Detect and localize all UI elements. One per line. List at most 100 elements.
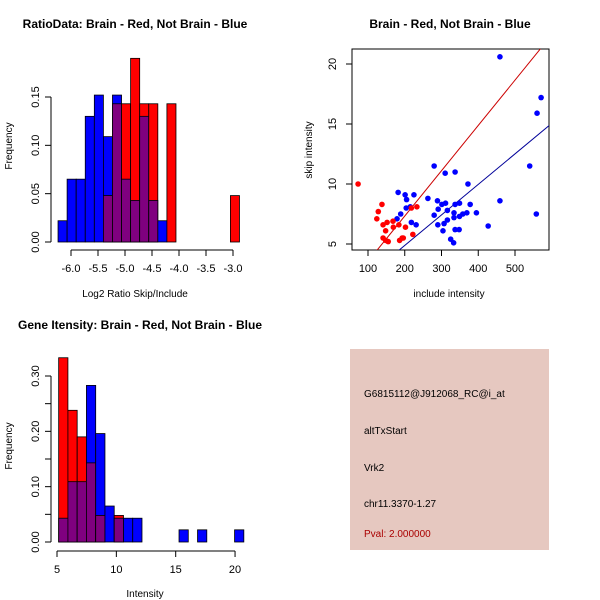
scatter-y-tick-label: 20 (327, 58, 339, 70)
ratio-histogram: RatioData: Brain - Red, Not Brain - Blue… (4, 17, 248, 300)
ratio-bar-blue (157, 220, 168, 243)
scatter-point-blue (403, 196, 410, 203)
gene-bar-blue (234, 529, 245, 543)
scatter-title: Brain - Red, Not Brain - Blue (369, 17, 531, 31)
scatter-y-tick-label: 10 (327, 178, 339, 190)
gene-x-tick-label: 10 (110, 564, 122, 576)
ratio-y-tick-label: 0.00 (30, 231, 42, 252)
gene-x-tick-label: 20 (229, 564, 241, 576)
scatter-point-red (375, 208, 382, 215)
ratio-x-tick-label: -5.5 (89, 263, 108, 275)
scatter-point-red (402, 224, 409, 230)
scatter-point-blue (538, 94, 544, 101)
scatter-point-blue (435, 222, 441, 228)
ratio-y-tick-label: 0.05 (30, 183, 42, 204)
scatter-point-red (374, 216, 380, 222)
scatter-point-blue (451, 210, 457, 216)
scatter-y-tick-label: 5 (327, 241, 339, 247)
ratio-bar-overlap (112, 103, 122, 243)
probe-id: G6815112@J912068_RC@i_at (364, 389, 505, 400)
gene-x-tick-label: 5 (54, 564, 60, 576)
event-type: altTxStart (364, 426, 407, 437)
scatter-x-tick-label: 500 (506, 263, 524, 275)
scatter-point-blue (452, 169, 458, 175)
scatter-point-blue (402, 192, 408, 198)
scatter-point-blue (442, 170, 448, 176)
scatter-point-red (390, 218, 396, 224)
gene-bar-red (58, 357, 69, 543)
scatter-point-red (414, 204, 420, 210)
gene-bar-overlap (67, 481, 78, 543)
ratio-bar-overlap (139, 115, 150, 243)
scatter-point-blue (497, 198, 503, 204)
ratio-x-tick-label: -3.0 (224, 263, 243, 275)
gene-histogram-ylabel: Frequency (4, 422, 15, 469)
scatter-point-blue (440, 228, 446, 234)
gene-y-tick-label: 0.30 (30, 365, 42, 386)
scatter-point-blue (534, 110, 540, 116)
ratio-x-tick-label: -4.0 (170, 263, 189, 275)
ratio-bar-blue (66, 178, 77, 243)
scatter-point-red (384, 219, 390, 226)
ratio-x-tick-label: -6.0 (62, 263, 81, 275)
gene-bar-blue (123, 517, 134, 543)
scatter-point-red (380, 222, 386, 228)
ratio-histogram-xlabel: Log2 Ratio Skip/Include (82, 289, 188, 300)
scatter-point-blue (450, 240, 457, 246)
gene-y-tick-label: 0.00 (30, 531, 42, 552)
scatter-point-red (390, 224, 397, 230)
scatter-x-tick-label: 100 (359, 263, 377, 275)
gene-bar-overlap (86, 462, 97, 543)
scatter-point-blue (431, 163, 437, 169)
scatter-point-blue (465, 181, 471, 187)
ratio-histogram-ylabel: Frequency (4, 122, 15, 169)
scatter-point-blue (464, 210, 470, 216)
scatter-point-blue (441, 220, 447, 227)
gene-bar-blue (132, 517, 143, 543)
scatter-point-blue (435, 206, 441, 212)
ratio-histogram-title: RatioData: Brain - Red, Not Brain - Blue (23, 17, 248, 31)
scatter-point-blue (411, 192, 417, 198)
scatter-point-blue (431, 212, 437, 218)
ratio-x-tick-label: -3.5 (197, 263, 216, 275)
ratio-bar-red (166, 103, 177, 243)
gene-histogram-xlabel: Intensity (126, 589, 163, 600)
scatter-point-blue (497, 54, 503, 60)
gene-bar-overlap (113, 517, 124, 543)
genomic-location: chr11.3370-1.27 (364, 499, 437, 510)
scatter-point-blue (473, 210, 480, 216)
scatter-point-blue (526, 163, 533, 169)
scatter-point-blue (444, 217, 451, 223)
scatter-point-red (408, 205, 415, 211)
ratio-bar-overlap (130, 200, 141, 243)
scatter-point-red (382, 228, 389, 234)
scatter-point-blue (442, 200, 449, 206)
ratio-x-tick-label: -4.5 (143, 263, 162, 275)
scatter-point-blue (452, 226, 458, 233)
scatter-point-blue (456, 226, 462, 233)
ratio-bar-red (230, 195, 240, 243)
gene-intensity-histogram: Gene Itensity: Brain - Red, Not Brain - … (4, 318, 262, 600)
gene-bar-blue (178, 529, 189, 543)
gene-histogram-title: Gene Itensity: Brain - Red, Not Brain - … (18, 318, 262, 332)
scatter-point-red (399, 235, 405, 241)
fit-line-blue (398, 124, 549, 250)
gene-y-tick-label: 0.20 (30, 421, 42, 442)
scatter-point-red (385, 238, 392, 245)
scatter-point-red (396, 222, 402, 228)
scatter-x-tick-label: 200 (396, 263, 414, 275)
scatter-point-blue (413, 222, 419, 228)
ratio-bar-overlap (121, 178, 132, 243)
ratio-bar-blue (57, 220, 68, 243)
scatter-point-blue (451, 214, 457, 221)
ratio-bar-blue (84, 115, 95, 243)
pval: Pval: 2.000000 (364, 529, 431, 540)
fit-line-red (376, 49, 541, 250)
scatter-point-blue (425, 195, 431, 202)
scatter-point-blue (467, 201, 473, 208)
scatter-xlabel: include intensity (413, 289, 484, 300)
scatter-point-blue (533, 211, 540, 217)
ratio-bar-overlap (103, 195, 113, 243)
scatter-point-blue (434, 198, 441, 204)
